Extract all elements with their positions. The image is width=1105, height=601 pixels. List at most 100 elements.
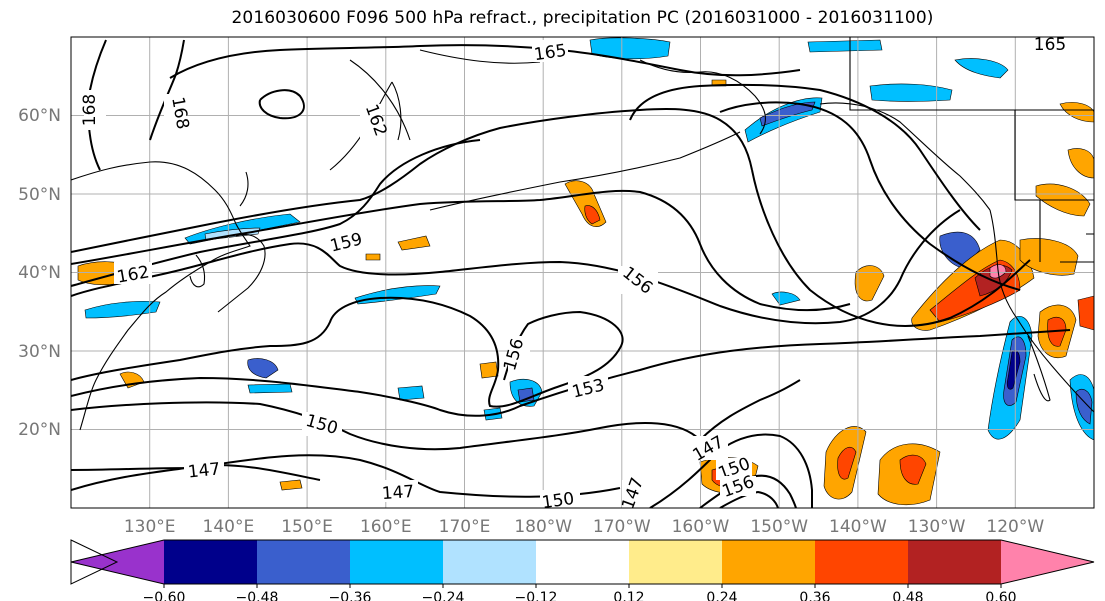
lon-label: 130°W bbox=[908, 517, 966, 537]
colorbar-outline-left bbox=[70, 539, 119, 585]
colorbar-tick-label: −0.24 bbox=[422, 590, 465, 601]
contour-line bbox=[71, 296, 624, 408]
precip-blob bbox=[479, 361, 499, 379]
contour-line bbox=[751, 169, 1031, 327]
lat-label: 50°N bbox=[18, 185, 61, 205]
precip-blob bbox=[1077, 295, 1094, 331]
coastline-baja bbox=[1027, 335, 1051, 402]
contour-line bbox=[258, 89, 305, 120]
colorbar-segment bbox=[815, 540, 909, 584]
contour-line bbox=[169, 44, 801, 79]
colorbar-tick-label: −0.60 bbox=[143, 590, 186, 601]
contour-line bbox=[649, 433, 813, 508]
lon-label: 170°E bbox=[439, 517, 491, 537]
coastline-aleutians bbox=[429, 131, 741, 211]
precip-blob bbox=[397, 385, 425, 401]
precip-blob bbox=[1067, 148, 1094, 179]
colorbar-segment bbox=[536, 540, 630, 584]
grid-lines bbox=[71, 37, 1094, 508]
colorbar-tick-label: 0.48 bbox=[892, 590, 923, 601]
precip-blob bbox=[759, 101, 816, 127]
map-title: 2016030600 F096 500 hPa refract., precip… bbox=[231, 8, 934, 28]
coastline-north-america bbox=[989, 209, 1094, 413]
precip-blob bbox=[354, 285, 441, 305]
lat-label: 60°N bbox=[18, 106, 61, 126]
colorbar-segment bbox=[443, 540, 537, 584]
precip-blob bbox=[869, 83, 953, 102]
colorbar-segment bbox=[350, 540, 444, 584]
longitude-labels: 130°E 140°E 150°E 160°E 170°E 180°W 170°… bbox=[124, 517, 1045, 537]
colorbar-segment bbox=[722, 540, 816, 584]
contour-line bbox=[719, 490, 779, 508]
colorbar-tick-label: −0.48 bbox=[236, 590, 279, 601]
contour-line bbox=[71, 108, 753, 253]
contour-line bbox=[71, 189, 851, 312]
precip-blob bbox=[397, 235, 431, 251]
precip-blob bbox=[1019, 238, 1079, 276]
latitude-labels: 60°N 50°N 40°N 30°N 20°N bbox=[18, 106, 61, 440]
lon-label: 180°W bbox=[514, 517, 572, 537]
precip-blob bbox=[854, 265, 885, 302]
precip-blob bbox=[837, 446, 857, 480]
lon-label: 160°W bbox=[672, 517, 730, 537]
contour-label: 165 bbox=[1034, 35, 1066, 55]
colorbar: −0.60 −0.48 −0.36 −0.24 −0.12 0.12 0.24 0.36 0.4… bbox=[70, 539, 1095, 601]
lon-label: 120°W bbox=[986, 517, 1044, 537]
map-frame bbox=[70, 36, 1095, 509]
precip-blob bbox=[247, 358, 279, 379]
contour-label: 147 bbox=[187, 459, 221, 482]
colorbar-tick-label: 0.60 bbox=[985, 590, 1016, 601]
coastline-asia bbox=[71, 161, 251, 431]
map-panel: 165 165 168 168 162 162 159 156 156 153 bbox=[70, 35, 1095, 513]
contour-label: 168 bbox=[80, 94, 100, 126]
lon-label: 150°W bbox=[750, 517, 808, 537]
coastline-siberia-north bbox=[349, 49, 541, 141]
colorbar-segment bbox=[257, 540, 351, 584]
lon-label: 140°E bbox=[203, 517, 255, 537]
contour-line bbox=[149, 39, 185, 141]
precip-blob bbox=[807, 39, 883, 53]
coastlines bbox=[71, 37, 1094, 431]
lon-label: 130°E bbox=[124, 517, 176, 537]
precip-blob bbox=[365, 253, 381, 261]
precip-blob bbox=[1059, 102, 1094, 123]
contour-line bbox=[719, 101, 1021, 291]
contour-label-group: 165 165 168 168 162 162 159 156 156 153 bbox=[80, 35, 1070, 513]
colorbar-segment bbox=[164, 540, 258, 584]
contour-line bbox=[699, 379, 801, 441]
colorbar-segment bbox=[908, 540, 1002, 584]
colorbar-tick-label: −0.12 bbox=[515, 590, 558, 601]
lon-label: 170°W bbox=[593, 517, 651, 537]
lon-label: 160°E bbox=[360, 517, 412, 537]
contour-line bbox=[71, 209, 961, 325]
coastline-alaska bbox=[639, 59, 991, 211]
colorbar-ticks: −0.60 −0.48 −0.36 −0.24 −0.12 0.12 0.24 0.36 0.4… bbox=[143, 584, 1017, 601]
colorbar-tick-label: 0.24 bbox=[706, 590, 737, 601]
contour-line bbox=[71, 454, 621, 498]
contour-line bbox=[629, 83, 981, 231]
coastline-korea bbox=[189, 254, 206, 288]
contour-line bbox=[71, 401, 701, 451]
colorbar-tick-label: −0.36 bbox=[329, 590, 372, 601]
precip-blob bbox=[954, 58, 1009, 79]
coastline-japan bbox=[217, 171, 266, 313]
colorbar-segments bbox=[70, 539, 1095, 585]
contour-line bbox=[71, 329, 1071, 417]
precip-blob bbox=[247, 383, 293, 394]
precip-blob bbox=[899, 454, 927, 485]
border-canada-us bbox=[849, 37, 1094, 263]
colorbar-segment bbox=[629, 540, 723, 584]
colorbar-tick-label: 0.12 bbox=[613, 590, 644, 601]
contour-label: 150 bbox=[541, 489, 576, 513]
colorbar-segment bbox=[1001, 540, 1094, 584]
contour-label: 147 bbox=[381, 482, 415, 504]
colorbar-tick-label: 0.36 bbox=[799, 590, 830, 601]
lat-label: 30°N bbox=[18, 342, 61, 362]
contour-label: 165 bbox=[533, 41, 568, 65]
precip-blob bbox=[584, 205, 601, 225]
lon-label: 140°W bbox=[829, 517, 887, 537]
lat-label: 20°N bbox=[18, 420, 61, 440]
precip-blob bbox=[279, 479, 303, 491]
lon-label: 150°E bbox=[281, 517, 333, 537]
